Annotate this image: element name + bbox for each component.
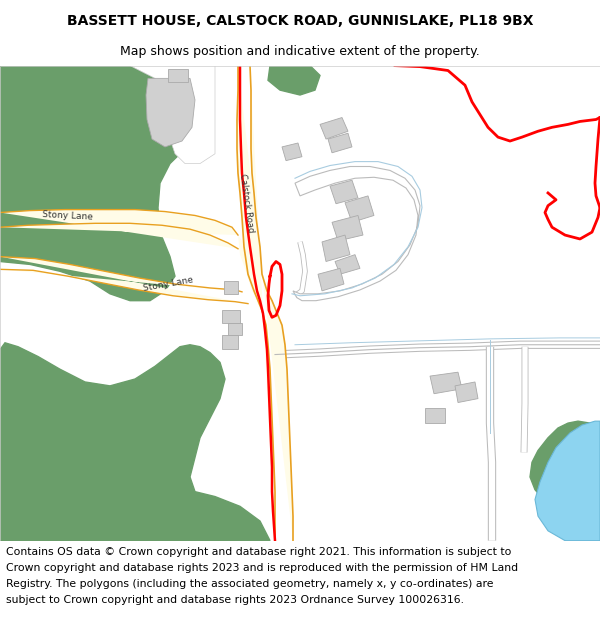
Text: Crown copyright and database rights 2023 and is reproduced with the permission o: Crown copyright and database rights 2023… [6, 562, 518, 572]
Text: Map shows position and indicative extent of the property.: Map shows position and indicative extent… [120, 46, 480, 58]
Polygon shape [293, 166, 420, 301]
Polygon shape [328, 133, 352, 152]
Polygon shape [318, 268, 344, 291]
Polygon shape [228, 323, 242, 335]
Polygon shape [0, 257, 248, 304]
Polygon shape [222, 335, 238, 349]
Polygon shape [237, 66, 293, 541]
Polygon shape [224, 281, 238, 294]
Polygon shape [0, 342, 270, 541]
Polygon shape [238, 235, 258, 301]
Polygon shape [330, 180, 358, 204]
Polygon shape [425, 408, 445, 423]
Polygon shape [268, 66, 320, 95]
Polygon shape [430, 372, 462, 394]
Polygon shape [146, 78, 195, 147]
Polygon shape [0, 66, 200, 301]
Polygon shape [455, 382, 478, 402]
Polygon shape [535, 421, 600, 541]
Polygon shape [168, 69, 188, 82]
Text: Registry. The polygons (including the associated geometry, namely x, y co-ordina: Registry. The polygons (including the as… [6, 579, 493, 589]
Polygon shape [0, 209, 238, 249]
Polygon shape [332, 216, 363, 241]
Polygon shape [345, 196, 374, 222]
Polygon shape [530, 421, 600, 506]
Polygon shape [282, 143, 302, 161]
Polygon shape [222, 311, 240, 323]
Polygon shape [320, 118, 348, 139]
Text: Calstock Road: Calstock Road [238, 173, 256, 232]
Text: Contains OS data © Crown copyright and database right 2021. This information is : Contains OS data © Crown copyright and d… [6, 547, 511, 557]
Text: BASSETT HOUSE, CALSTOCK ROAD, GUNNISLAKE, PL18 9BX: BASSETT HOUSE, CALSTOCK ROAD, GUNNISLAKE… [67, 14, 533, 28]
Polygon shape [130, 66, 215, 164]
Text: Stony Lane: Stony Lane [43, 209, 94, 221]
Text: subject to Crown copyright and database rights 2023 Ordnance Survey 100026316.: subject to Crown copyright and database … [6, 595, 464, 605]
Polygon shape [322, 235, 350, 261]
Text: Stony Lane: Stony Lane [142, 275, 194, 293]
Polygon shape [335, 254, 360, 274]
